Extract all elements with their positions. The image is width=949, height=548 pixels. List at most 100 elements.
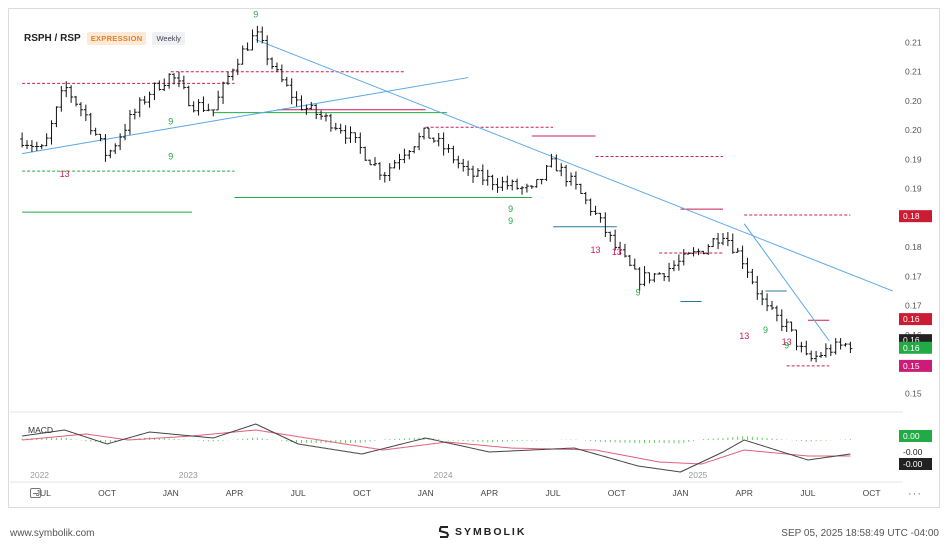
more-options-icon[interactable]: ··· <box>908 488 922 500</box>
ohlc-bar <box>622 243 627 258</box>
ohlc-bar <box>818 352 823 358</box>
ohlc-bar <box>333 122 338 131</box>
x-tick-label: JAN <box>672 488 688 498</box>
ohlc-bar <box>323 113 328 122</box>
x-tick-label: JAN <box>418 488 434 498</box>
ohlc-bar <box>559 163 564 177</box>
ohlc-bar <box>206 103 211 112</box>
ohlc-bar <box>225 71 230 85</box>
ohlc-bar <box>314 104 319 120</box>
calendar-icon[interactable] <box>30 488 41 498</box>
ohlc-bar <box>843 342 848 347</box>
ohlc-bar <box>147 91 152 108</box>
x-tick-label: APR <box>735 488 752 498</box>
ohlc-bar <box>662 273 667 282</box>
ohlc-bar <box>823 343 828 358</box>
sequential-count-label: 9 <box>636 288 641 298</box>
ohlc-bar <box>627 255 632 267</box>
footer-brand: SYMBOLIK <box>438 525 526 539</box>
price-label: 0.18 <box>903 211 920 221</box>
ohlc-bar <box>343 125 348 144</box>
macd-label: MACD <box>28 425 53 435</box>
ohlc-bar <box>789 321 794 332</box>
ohlc-bar <box>412 146 417 154</box>
sequential-count-label: 9 <box>508 204 513 214</box>
ohlc-bar <box>211 109 216 117</box>
ohlc-bar <box>363 146 368 161</box>
ohlc-bar <box>108 149 113 159</box>
ohlc-bar <box>608 231 613 242</box>
ohlc-bar <box>691 247 696 257</box>
ohlc-bar <box>113 143 118 154</box>
ohlc-bar <box>74 95 79 107</box>
ohlc-bar <box>515 178 520 190</box>
ohlc-bar <box>270 57 275 70</box>
ohlc-bar <box>549 153 554 168</box>
ohlc-bar <box>20 132 25 148</box>
grid <box>10 411 903 483</box>
ohlc-bar <box>294 91 299 107</box>
ohlc-bar <box>598 212 603 223</box>
ohlc-bar <box>799 341 804 353</box>
ohlc-bar <box>544 165 549 181</box>
sequential-count-label: 13 <box>591 245 601 255</box>
ohlc-bar <box>39 143 44 150</box>
ohlc-bar <box>127 110 132 135</box>
ohlc-bar <box>368 159 373 166</box>
price-label: 0.16 <box>903 343 920 353</box>
ohlc-bar <box>176 71 181 88</box>
ohlc-bar <box>755 275 760 300</box>
ohlc-bar <box>730 233 735 254</box>
ohlc-bar <box>711 237 716 248</box>
ohlc-bar <box>358 132 363 154</box>
brand-name: SYMBOLIK <box>455 526 527 538</box>
ohlc-bar <box>216 90 221 111</box>
price-bars <box>20 25 853 363</box>
ohlc-bar <box>142 95 147 105</box>
ohlc-bar <box>255 25 260 43</box>
ohlc-bar <box>328 113 333 132</box>
ohlc-bar <box>348 126 353 143</box>
ohlc-bar <box>284 76 289 87</box>
x-tick-label: APR <box>481 488 498 498</box>
sequential-count-label: 9 <box>168 151 173 161</box>
ohlc-bar <box>814 350 819 363</box>
ohlc-bar <box>466 160 471 177</box>
macd-panel: MACD 0.00 -0.00 -0.00 <box>21 423 932 473</box>
ohlc-bar <box>740 245 745 270</box>
price-label-box <box>899 210 932 223</box>
ohlc-bar <box>456 155 461 169</box>
ohlc-bar <box>441 132 446 156</box>
ohlc-bar <box>319 110 324 120</box>
ohlc-bar <box>49 120 54 145</box>
ohlc-bar <box>706 244 711 256</box>
ohlc-bar <box>377 162 382 180</box>
macd-value-label: -0.00 <box>903 447 923 457</box>
ohlc-bar <box>397 153 402 170</box>
y-tick-label: 0.19 <box>905 154 922 164</box>
ohlc-bar <box>569 172 574 186</box>
price-label: 0.16 <box>903 314 920 324</box>
ohlc-bar <box>186 85 191 107</box>
x-tick-label: JUL <box>291 488 306 498</box>
ohlc-bar <box>716 232 721 250</box>
ohlc-bar <box>245 42 250 51</box>
x-tick-label: OCT <box>98 488 116 498</box>
period-badge[interactable]: Weekly <box>152 32 185 45</box>
ohlc-bar <box>696 248 701 256</box>
x-tick-label: JUL <box>546 488 561 498</box>
price-label-box <box>899 341 932 354</box>
ohlc-bar <box>338 123 343 134</box>
expression-badge[interactable]: EXPRESSION <box>86 32 147 45</box>
ohlc-bar <box>157 80 162 91</box>
macd-line <box>22 423 851 473</box>
ohlc-bar <box>564 165 569 187</box>
ohlc-bar <box>613 229 618 251</box>
ohlc-bar <box>671 260 676 272</box>
y-tick-label: 0.20 <box>905 96 922 106</box>
y-tick-label: 0.15 <box>905 388 922 398</box>
ohlc-bar <box>289 78 294 105</box>
x-tick-label: JUL <box>800 488 815 498</box>
y-tick-label: 0.17 <box>905 301 922 311</box>
